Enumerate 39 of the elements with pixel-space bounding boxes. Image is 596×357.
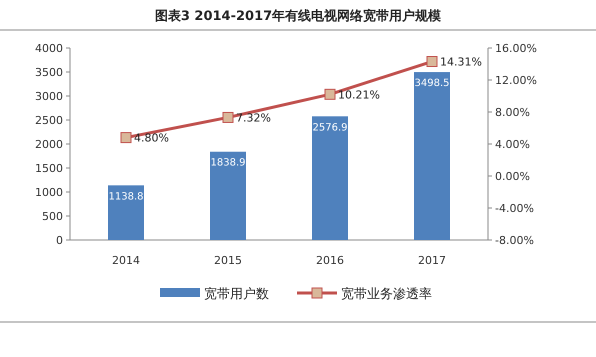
point [324, 88, 336, 100]
y2-tick-label: 0.00% [495, 170, 530, 183]
legend-label: 宽带业务渗透率 [341, 286, 432, 302]
y-tick-label: 1500 [35, 162, 63, 175]
y2-tick-label: 8.00% [495, 106, 530, 119]
y2-tick-label: 16.00% [495, 42, 537, 55]
bar [108, 185, 144, 240]
point [120, 132, 132, 144]
point [426, 56, 438, 68]
point [222, 112, 234, 123]
y-tick-label: 4000 [35, 42, 63, 55]
data-label: 14.31% [440, 56, 482, 69]
y-tick-label: 2500 [35, 114, 63, 127]
data-label: 7.32% [236, 111, 271, 124]
x-tick-label: 2015 [214, 254, 242, 267]
data-label: 1838.9 [210, 158, 246, 169]
bar [210, 152, 246, 240]
y-tick-label: 500 [42, 210, 63, 223]
data-label: 4.80% [134, 132, 169, 145]
x-tick-label: 2014 [112, 254, 140, 267]
y-tick-label: 1000 [35, 186, 63, 199]
bar [312, 116, 348, 240]
bar [414, 72, 450, 240]
data-label: 2576.9 [312, 122, 348, 134]
y-tick-label: 3000 [35, 90, 63, 103]
y2-tick-label: 12.00% [495, 74, 537, 87]
data-label: 3498.5 [414, 78, 450, 90]
chart-title: 图表3 2014-2017年有线电视网络宽带用户规模 [154, 8, 442, 24]
x-tick-label: 2016 [316, 254, 344, 267]
legend-label: 宽带用户数 [204, 286, 269, 302]
data-label: 10.21% [338, 88, 380, 102]
y-tick-label: 2000 [35, 138, 63, 151]
y2-tick-label: 4.00% [495, 138, 530, 151]
y-tick-label: 0 [56, 234, 63, 247]
y-tick-label: 3500 [35, 66, 63, 79]
y2-tick-label: -4.00% [495, 202, 534, 215]
y2-tick-label: -8.00% [495, 234, 534, 247]
data-label: 1138.8 [108, 191, 144, 202]
x-tick-label: 2017 [418, 254, 446, 267]
